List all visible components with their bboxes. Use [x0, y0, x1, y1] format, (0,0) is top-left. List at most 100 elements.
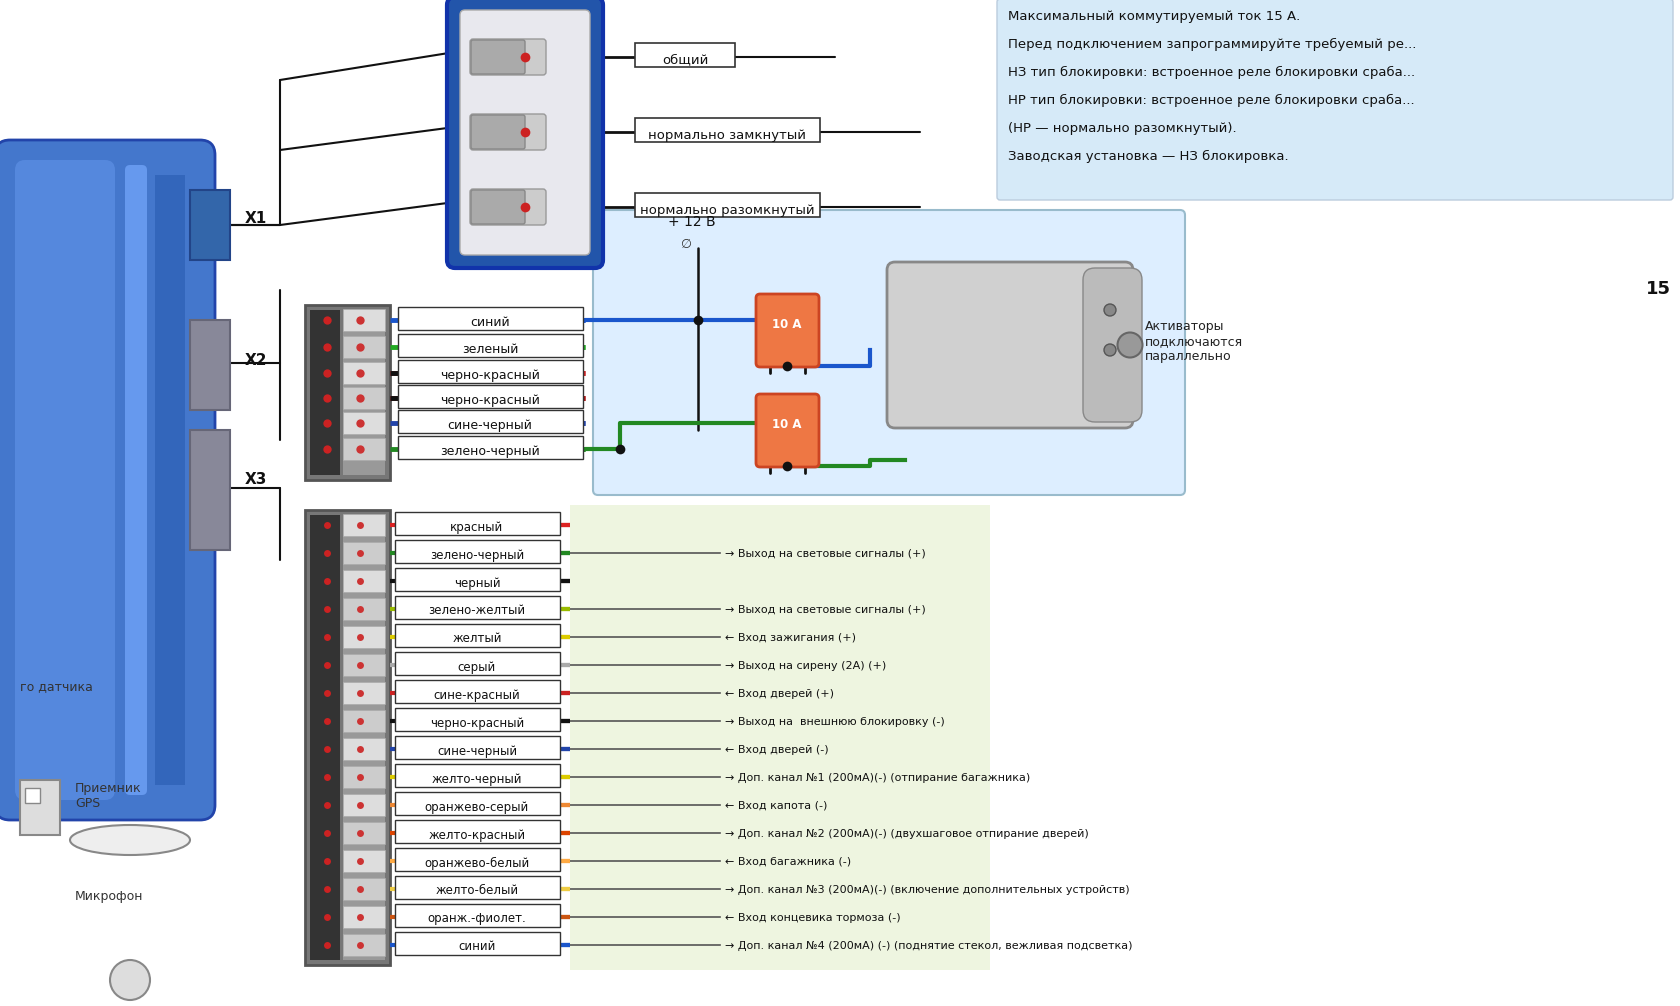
Bar: [395, 540, 559, 563]
Text: красный: красный: [450, 520, 504, 533]
FancyBboxPatch shape: [470, 190, 524, 224]
Text: X1: X1: [245, 210, 267, 225]
Text: → Выход на световые сигналы (+): → Выход на световые сигналы (+): [724, 605, 926, 615]
Text: зелено-черный: зелено-черный: [440, 445, 539, 458]
Bar: [343, 542, 385, 564]
Bar: [25, 788, 40, 803]
FancyBboxPatch shape: [756, 394, 818, 467]
Text: нормально разомкнутый: нормально разомкнутый: [640, 203, 813, 216]
Bar: [395, 904, 559, 927]
Text: Активаторы
подключаются
параллельно: Активаторы подключаются параллельно: [1144, 320, 1243, 363]
Text: желтый: желтый: [452, 633, 501, 646]
FancyBboxPatch shape: [470, 40, 524, 74]
Bar: [343, 438, 385, 460]
Text: ← Вход капота (-): ← Вход капота (-): [724, 801, 827, 811]
Text: (НР — нормально разомкнутый).: (НР — нормально разомкнутый).: [1008, 122, 1236, 135]
Bar: [343, 515, 385, 960]
Bar: [343, 514, 385, 536]
Bar: [395, 568, 559, 591]
Text: 15: 15: [1645, 280, 1670, 298]
Bar: [635, 43, 734, 67]
Text: Микрофон: Микрофон: [76, 890, 143, 903]
Text: черно-красный: черно-красный: [430, 716, 524, 729]
Bar: [343, 336, 385, 358]
Text: ← Вход дверей (-): ← Вход дверей (-): [724, 745, 828, 754]
Bar: [343, 710, 385, 732]
Text: сине-красный: сине-красный: [433, 688, 521, 701]
Text: желто-черный: желто-черный: [432, 773, 522, 786]
Bar: [190, 320, 230, 410]
Text: НЗ тип блокировки: встроенное реле блокировки сраба...: НЗ тип блокировки: встроенное реле блоки…: [1008, 66, 1415, 79]
Text: оранжево-белый: оранжево-белый: [423, 856, 529, 869]
Bar: [343, 626, 385, 648]
Text: зелено-желтый: зелено-желтый: [428, 605, 526, 618]
FancyBboxPatch shape: [460, 10, 590, 255]
Text: → Доп. канал №2 (200мА)(-) (двухшаговое отпирание дверей): → Доп. канал №2 (200мА)(-) (двухшаговое …: [724, 829, 1089, 839]
Text: черно-красный: черно-красный: [440, 393, 539, 406]
Text: Перед подключением запрограммируйте требуемый ре...: Перед подключением запрограммируйте треб…: [1008, 38, 1416, 51]
Text: ∅: ∅: [680, 238, 690, 252]
Ellipse shape: [1117, 333, 1142, 357]
Text: нормально замкнутый: нормально замкнутый: [647, 129, 805, 142]
Text: X3: X3: [245, 473, 267, 488]
Bar: [20, 780, 60, 835]
Bar: [304, 510, 390, 965]
Text: зелено-черный: зелено-черный: [430, 548, 524, 561]
Text: Максимальный коммутируемый ток 15 А.: Максимальный коммутируемый ток 15 А.: [1008, 10, 1299, 23]
Text: + 12 В: + 12 В: [667, 215, 716, 229]
Text: синий: синий: [459, 941, 496, 954]
Bar: [398, 360, 583, 383]
Bar: [343, 906, 385, 928]
FancyBboxPatch shape: [470, 115, 524, 149]
Ellipse shape: [109, 960, 150, 1000]
Bar: [395, 708, 559, 731]
Bar: [395, 932, 559, 955]
Text: Приемник
GPS: Приемник GPS: [76, 782, 141, 810]
Text: сине-черный: сине-черный: [437, 744, 517, 758]
Bar: [395, 764, 559, 787]
Ellipse shape: [1104, 344, 1116, 356]
Text: зеленый: зеленый: [462, 342, 517, 355]
FancyBboxPatch shape: [996, 0, 1672, 200]
Text: ← Вход концевика тормоза (-): ← Вход концевика тормоза (-): [724, 913, 900, 923]
Bar: [343, 850, 385, 872]
Text: ← Вход дверей (+): ← Вход дверей (+): [724, 689, 833, 699]
Text: X2: X2: [245, 352, 267, 367]
Text: → Доп. канал №1 (200мА)(-) (отпирание багажника): → Доп. канал №1 (200мА)(-) (отпирание ба…: [724, 773, 1030, 783]
Text: → Доп. канал №3 (200мА)(-) (включение дополнительных устройств): → Доп. канал №3 (200мА)(-) (включение до…: [724, 885, 1129, 895]
Bar: [343, 878, 385, 900]
Text: → Выход на  внешнюю блокировку (-): → Выход на внешнюю блокировку (-): [724, 717, 944, 727]
Bar: [395, 652, 559, 675]
Bar: [398, 410, 583, 433]
FancyBboxPatch shape: [124, 165, 146, 795]
Ellipse shape: [71, 825, 190, 855]
Bar: [395, 596, 559, 619]
Bar: [309, 515, 339, 960]
Bar: [395, 736, 559, 759]
Bar: [570, 505, 990, 970]
FancyBboxPatch shape: [887, 262, 1132, 428]
Bar: [304, 305, 390, 480]
Bar: [398, 307, 583, 330]
Text: сине-черный: сине-черный: [447, 418, 533, 432]
Text: черно-красный: черно-красный: [440, 368, 539, 381]
FancyBboxPatch shape: [1082, 268, 1141, 422]
Bar: [398, 436, 583, 459]
Bar: [343, 822, 385, 844]
FancyBboxPatch shape: [15, 160, 114, 800]
Text: 10 А: 10 А: [771, 318, 801, 331]
Ellipse shape: [1104, 304, 1116, 316]
Bar: [635, 118, 820, 142]
Bar: [190, 430, 230, 550]
Text: 10 А: 10 А: [771, 418, 801, 431]
FancyBboxPatch shape: [593, 210, 1184, 495]
Bar: [309, 310, 339, 475]
Text: оранжево-серый: оранжево-серый: [425, 801, 529, 814]
FancyBboxPatch shape: [447, 0, 603, 268]
Bar: [343, 794, 385, 816]
Bar: [343, 934, 385, 956]
Bar: [343, 310, 385, 475]
Text: го датчика: го датчика: [20, 680, 92, 693]
FancyBboxPatch shape: [756, 294, 818, 367]
Text: желто-красный: желто-красный: [428, 829, 526, 841]
